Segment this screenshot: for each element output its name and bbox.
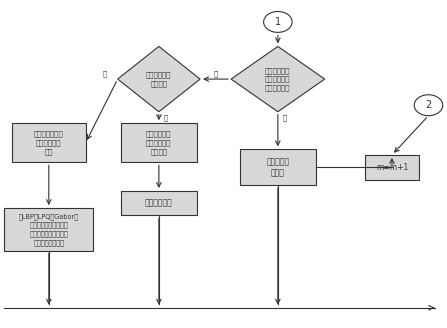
- Text: 否: 否: [214, 71, 218, 77]
- Text: 否: 否: [164, 114, 168, 121]
- Polygon shape: [118, 47, 200, 112]
- Text: 是: 是: [283, 114, 287, 121]
- Text: 将LBP、LPQ、Gabor特
征、相对应学生姓名、
照片存储在服务器，完
善特征库和照片库: 将LBP、LPQ、Gabor特 征、相对应学生姓名、 照片存储在服务器，完 善特…: [19, 213, 79, 246]
- Bar: [12, 123, 85, 162]
- Text: 将相关学生姓
名和照片显示
在触摸屏: 将相关学生姓 名和照片显示 在触摸屏: [146, 131, 172, 155]
- Text: 1: 1: [275, 17, 281, 27]
- Text: 若存在大于阈
値的学生，且
所有姓名一致: 若存在大于阈 値的学生，且 所有姓名一致: [265, 67, 291, 91]
- Text: 一次自动考
勤完成: 一次自动考 勤完成: [266, 157, 289, 178]
- Text: m=m+1: m=m+1: [376, 163, 408, 172]
- Bar: [4, 208, 93, 251]
- Bar: [365, 155, 419, 179]
- Bar: [121, 123, 197, 162]
- Bar: [121, 191, 197, 215]
- Text: 是: 是: [103, 71, 107, 77]
- Polygon shape: [231, 47, 325, 112]
- Text: 显示人脸图片，
进行一次人工
考勤: 显示人脸图片， 进行一次人工 考勤: [34, 131, 63, 155]
- Bar: [240, 149, 316, 185]
- Text: 一次人工考勤: 一次人工考勤: [145, 199, 173, 208]
- Text: 若无大于阈値
的学生，: 若无大于阈値 的学生，: [146, 72, 172, 87]
- Circle shape: [414, 95, 443, 116]
- Text: 2: 2: [426, 100, 432, 110]
- Circle shape: [264, 11, 292, 32]
